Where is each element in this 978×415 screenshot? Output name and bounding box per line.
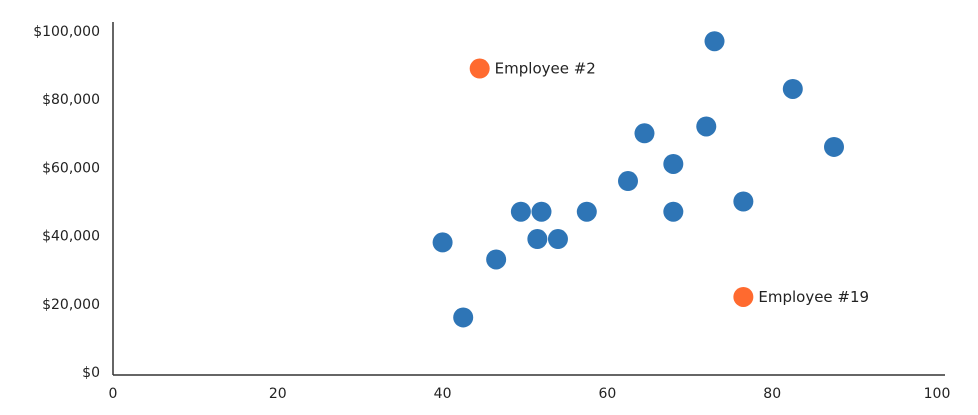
x-tick-label: 60 xyxy=(598,386,616,402)
highlighted-points: Employee #2 Employee #19 xyxy=(469,58,869,307)
y-tick-label: $80,000 xyxy=(42,92,100,108)
highlighted-data-point xyxy=(733,286,754,307)
data-point xyxy=(453,307,474,328)
x-tick-label: 20 xyxy=(269,386,287,402)
data-point xyxy=(486,249,507,270)
data-point xyxy=(733,191,754,212)
data-point xyxy=(527,229,548,250)
data-point xyxy=(547,229,568,250)
data-point xyxy=(663,153,684,174)
data-point xyxy=(531,201,552,222)
x-tick-label: 0 xyxy=(109,386,118,402)
y-tick-label: $60,000 xyxy=(42,160,100,176)
data-point xyxy=(782,78,803,99)
highlighted-data-point xyxy=(469,58,490,79)
data-point xyxy=(663,201,684,222)
x-tick-labels: 0 20 40 60 80 100 xyxy=(109,386,951,402)
data-point xyxy=(824,136,844,157)
y-tick-label: $40,000 xyxy=(42,229,100,245)
point-annotation-label: Employee #19 xyxy=(758,288,869,306)
x-tick-label: 40 xyxy=(434,386,452,402)
y-tick-labels: $0 $20,000 $40,000 $60,000 $80,000 $100,000 xyxy=(33,24,100,381)
data-point xyxy=(576,201,597,222)
data-points xyxy=(432,31,844,328)
x-tick-label: 100 xyxy=(924,386,951,402)
data-point xyxy=(634,123,655,144)
data-point xyxy=(510,201,531,222)
data-point xyxy=(618,171,638,192)
x-tick-label: 80 xyxy=(763,386,781,402)
y-tick-label: $20,000 xyxy=(42,297,100,313)
y-tick-label: $0 xyxy=(82,365,100,381)
point-annotation-label: Employee #2 xyxy=(495,60,596,78)
y-tick-label: $100,000 xyxy=(33,24,100,40)
data-point xyxy=(696,116,717,137)
data-point xyxy=(704,31,725,52)
data-point xyxy=(432,232,453,253)
